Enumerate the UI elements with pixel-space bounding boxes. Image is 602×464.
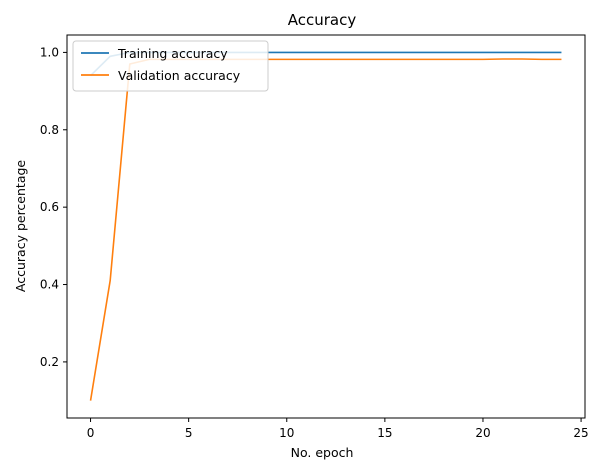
y-tick-label: 0.4 [40, 278, 59, 292]
x-tick-label: 10 [279, 426, 294, 440]
chart-title: Accuracy [288, 11, 357, 29]
series-line-validation [89, 58, 562, 401]
y-tick-label: 0.2 [40, 355, 59, 369]
y-tick-label: 0.6 [40, 200, 59, 214]
y-axis-ticks: 0.2 0.4 0.6 0.8 1.0 [40, 45, 67, 369]
y-tick-label: 0.8 [40, 123, 59, 137]
legend-box [72, 40, 269, 92]
x-tick-label: 25 [573, 426, 588, 440]
legend-label: Training accuracy [117, 46, 228, 61]
x-tick-label: 20 [475, 426, 490, 440]
y-axis-label: Accuracy percentage [13, 160, 28, 293]
plot-frame [66, 34, 586, 419]
series-layer [89, 51, 562, 401]
y-tick-label: 1.0 [40, 45, 59, 59]
legend: Training accuracy Validation accuracy [72, 40, 269, 92]
x-axis-label: No. epoch [291, 445, 354, 460]
x-tick-label: 0 [87, 426, 95, 440]
x-axis-ticks: 0 5 10 15 20 25 [87, 418, 589, 440]
x-tick-label: 15 [377, 426, 392, 440]
legend-label: Validation accuracy [118, 68, 241, 83]
x-tick-label: 5 [185, 426, 193, 440]
